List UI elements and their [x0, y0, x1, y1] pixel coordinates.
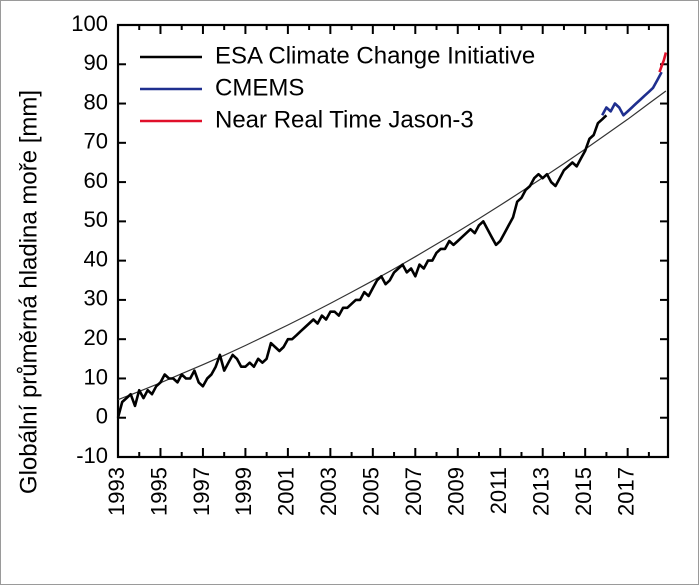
series-line-esa-climate-change-initiative	[116, 114, 608, 419]
x-tick-label: 2015	[571, 467, 596, 516]
y-axis-label: Globální průměrná hladina moře [mm]	[15, 90, 42, 494]
y-tick-label: 60	[84, 168, 108, 193]
y-tick-label: -10	[76, 443, 108, 468]
x-tick-label: 1999	[231, 467, 256, 516]
legend-label: Near Real Time Jason-3	[215, 106, 474, 133]
y-tick-label: 70	[84, 129, 108, 154]
x-tick-label: 1993	[104, 467, 129, 516]
x-tick-label: 2013	[529, 467, 554, 516]
x-tick-label: 2017	[613, 467, 638, 516]
x-tick-label: 2009	[444, 467, 469, 516]
y-tick-label: 90	[84, 50, 108, 75]
legend-label: ESA Climate Change Initiative	[215, 42, 535, 69]
y-tick-label: 0	[96, 404, 108, 429]
y-tick-label: 80	[84, 89, 108, 114]
series-line-near-real-time-jason-3	[658, 52, 668, 73]
trend-line	[117, 90, 667, 401]
legend-label: CMEMS	[215, 74, 304, 101]
x-tick-label: 2001	[274, 467, 299, 516]
x-tick-label: 2003	[316, 467, 341, 516]
series-line-cmems	[601, 71, 663, 117]
y-tick-label: 40	[84, 246, 108, 271]
y-tick-label: 20	[84, 325, 108, 350]
plot-area-border	[116, 23, 670, 459]
y-tick-label: 50	[84, 207, 108, 232]
y-tick-label: 10	[84, 364, 108, 389]
x-tick-label: 1995	[146, 467, 171, 516]
y-tick-label: 30	[84, 286, 108, 311]
x-tick-label: 2007	[401, 467, 426, 516]
y-tick-label: 100	[71, 11, 108, 36]
x-tick-label: 2011	[486, 467, 511, 514]
x-tick-label: 1997	[189, 467, 214, 516]
x-tick-label: 2005	[359, 467, 384, 516]
